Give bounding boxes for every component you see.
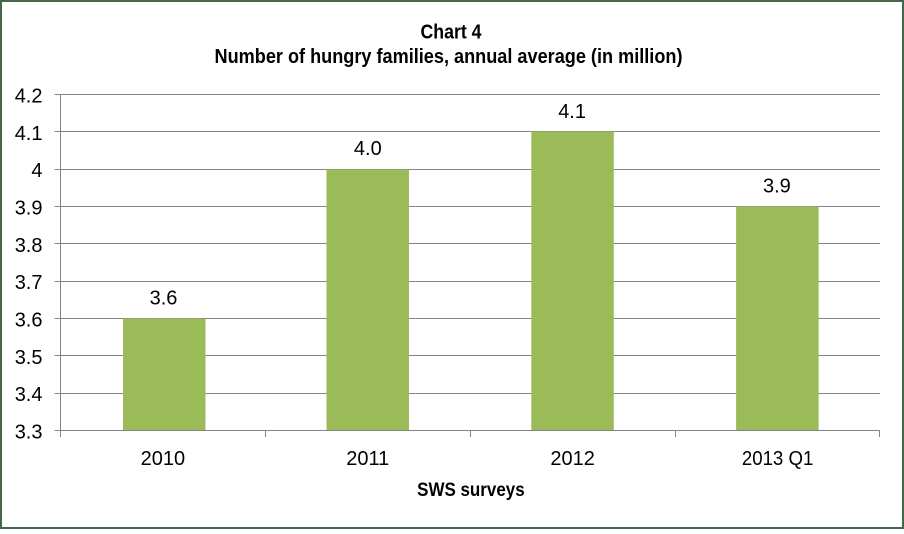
svg-text:2011: 2011 xyxy=(346,448,389,470)
svg-text:3.3: 3.3 xyxy=(15,422,43,444)
svg-text:4.0: 4.0 xyxy=(354,138,382,160)
svg-text:2012: 2012 xyxy=(550,448,595,470)
svg-text:4.1: 4.1 xyxy=(15,123,43,145)
svg-text:4: 4 xyxy=(31,160,42,182)
svg-text:3.4: 3.4 xyxy=(15,384,43,406)
svg-text:2010: 2010 xyxy=(141,448,186,470)
svg-text:3.8: 3.8 xyxy=(15,235,43,257)
svg-text:4.1: 4.1 xyxy=(558,101,586,123)
svg-text:Number of hungry families, ann: Number of hungry families, annual averag… xyxy=(215,45,683,68)
svg-text:3.6: 3.6 xyxy=(150,288,178,310)
svg-text:3.6: 3.6 xyxy=(15,310,43,332)
svg-text:3.9: 3.9 xyxy=(763,176,791,198)
svg-text:3.7: 3.7 xyxy=(15,272,43,294)
svg-text:3.5: 3.5 xyxy=(15,347,43,369)
svg-text:2013 Q1: 2013 Q1 xyxy=(742,448,814,470)
svg-text:SWS surveys: SWS surveys xyxy=(417,479,525,501)
svg-text:3.9: 3.9 xyxy=(15,198,43,220)
svg-text:4.2: 4.2 xyxy=(15,86,43,108)
svg-text:Chart 4: Chart 4 xyxy=(421,21,483,44)
